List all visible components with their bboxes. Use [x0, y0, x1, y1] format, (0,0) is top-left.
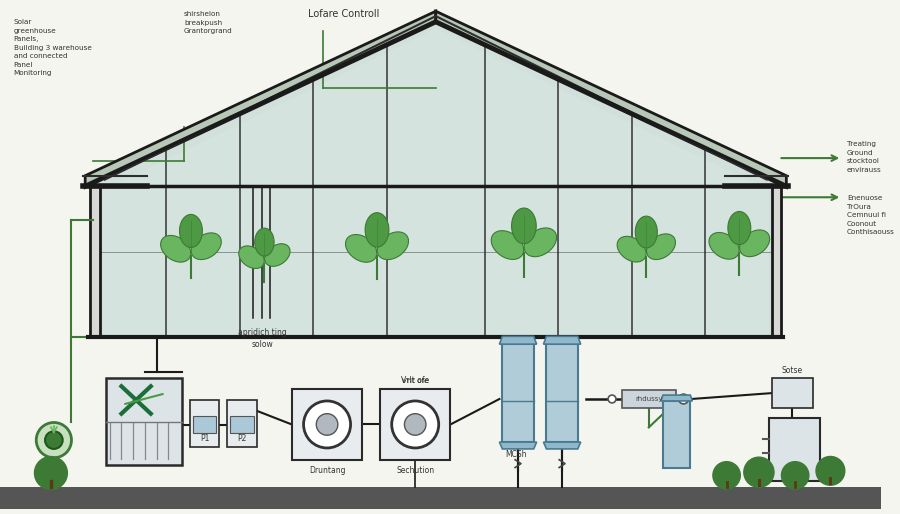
Circle shape	[608, 395, 616, 403]
Bar	[546, 344, 578, 442]
Circle shape	[36, 423, 71, 458]
Ellipse shape	[709, 232, 739, 259]
Circle shape	[316, 414, 338, 435]
Bar	[663, 401, 690, 468]
Text: Treating
Ground
stocktool
envirauss: Treating Ground stocktool envirauss	[847, 141, 882, 173]
Ellipse shape	[377, 232, 409, 260]
Text: Vrlt ofe: Vrlt ofe	[401, 376, 429, 386]
Text: shirshelon
breakpush
Grantorgrand: shirshelon breakpush Grantorgrand	[184, 11, 233, 34]
Bar	[193, 416, 216, 433]
Polygon shape	[544, 442, 580, 449]
Bar	[292, 389, 363, 460]
Circle shape	[303, 401, 351, 448]
Ellipse shape	[728, 211, 751, 245]
Circle shape	[781, 462, 809, 489]
Polygon shape	[544, 336, 580, 344]
Circle shape	[743, 457, 774, 487]
Bar	[227, 400, 256, 447]
Bar	[769, 417, 820, 481]
Text: Solar
greenhouse
Panels,
Building 3 warehouse
and connected
Panel
Monitoring: Solar greenhouse Panels, Building 3 ware…	[14, 19, 92, 76]
Text: Druntang: Druntang	[309, 466, 346, 474]
Ellipse shape	[238, 246, 265, 268]
Ellipse shape	[365, 213, 389, 247]
Bar	[771, 378, 813, 408]
Polygon shape	[500, 442, 536, 449]
Ellipse shape	[191, 233, 221, 260]
Bar	[771, 186, 781, 337]
Ellipse shape	[265, 244, 290, 266]
Polygon shape	[93, 21, 778, 337]
Text: Lofare Controll: Lofare Controll	[309, 9, 380, 19]
Ellipse shape	[635, 216, 657, 248]
Circle shape	[404, 414, 426, 435]
Text: Sotse: Sotse	[782, 366, 803, 376]
Ellipse shape	[346, 234, 377, 262]
Bar	[106, 378, 182, 465]
Bar	[0, 487, 881, 509]
Bar	[190, 400, 220, 447]
Circle shape	[392, 401, 438, 448]
Circle shape	[713, 462, 741, 489]
Text: Enenuose
TrOura
Cemnuui fi
Coonout
Conthisaouss: Enenuose TrOura Cemnuui fi Coonout Conth…	[847, 195, 895, 235]
Polygon shape	[86, 11, 436, 188]
Text: P2: P2	[238, 434, 247, 443]
Ellipse shape	[491, 231, 524, 260]
Polygon shape	[103, 29, 769, 337]
Polygon shape	[661, 395, 692, 401]
Ellipse shape	[646, 234, 676, 260]
Ellipse shape	[160, 235, 191, 262]
Ellipse shape	[179, 214, 203, 248]
Text: apridich ting
solow: apridich ting solow	[238, 327, 287, 349]
Text: P1: P1	[200, 434, 210, 443]
Circle shape	[34, 456, 68, 489]
Ellipse shape	[511, 208, 536, 244]
Ellipse shape	[524, 228, 556, 256]
Text: rhdussy: rhdussy	[635, 396, 662, 402]
Ellipse shape	[255, 228, 274, 256]
Bar	[502, 344, 534, 442]
Text: Vrlt ofe: Vrlt ofe	[402, 378, 428, 384]
Bar	[380, 389, 451, 460]
Circle shape	[679, 394, 688, 404]
Polygon shape	[436, 11, 787, 188]
Ellipse shape	[740, 230, 770, 256]
Ellipse shape	[617, 236, 646, 262]
Bar	[622, 390, 676, 408]
Text: Sechution: Sechution	[396, 466, 435, 474]
Text: MCSh: MCSh	[505, 450, 526, 459]
Circle shape	[816, 456, 845, 485]
Bar	[90, 186, 100, 337]
Circle shape	[45, 431, 63, 449]
Bar	[230, 416, 254, 433]
Polygon shape	[500, 336, 536, 344]
